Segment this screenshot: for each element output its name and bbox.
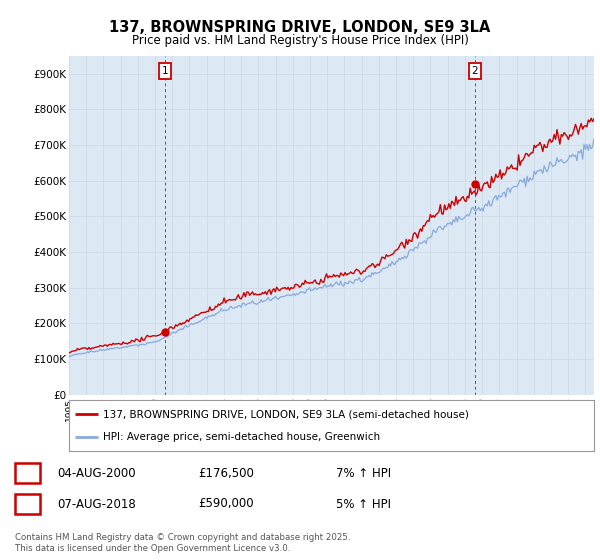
Text: 2: 2 (472, 66, 478, 76)
Text: HPI: Average price, semi-detached house, Greenwich: HPI: Average price, semi-detached house,… (103, 432, 380, 442)
Text: £590,000: £590,000 (198, 497, 254, 511)
Text: 137, BROWNSPRING DRIVE, LONDON, SE9 3LA (semi-detached house): 137, BROWNSPRING DRIVE, LONDON, SE9 3LA … (103, 409, 469, 419)
Text: 07-AUG-2018: 07-AUG-2018 (57, 497, 136, 511)
Text: £176,500: £176,500 (198, 466, 254, 480)
Text: Contains HM Land Registry data © Crown copyright and database right 2025.
This d: Contains HM Land Registry data © Crown c… (15, 533, 350, 553)
Text: 1: 1 (162, 66, 169, 76)
Text: 04-AUG-2000: 04-AUG-2000 (57, 466, 136, 480)
Text: 137, BROWNSPRING DRIVE, LONDON, SE9 3LA: 137, BROWNSPRING DRIVE, LONDON, SE9 3LA (109, 20, 491, 35)
Text: 1: 1 (24, 468, 31, 478)
Text: 2: 2 (24, 499, 31, 509)
Text: 5% ↑ HPI: 5% ↑ HPI (336, 497, 391, 511)
Text: Price paid vs. HM Land Registry's House Price Index (HPI): Price paid vs. HM Land Registry's House … (131, 34, 469, 46)
Text: 7% ↑ HPI: 7% ↑ HPI (336, 466, 391, 480)
